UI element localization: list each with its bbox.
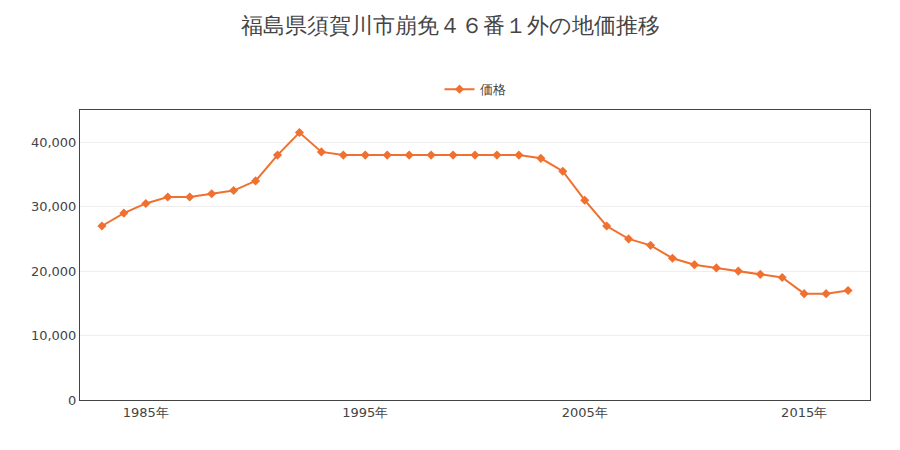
svg-text:2015年: 2015年 xyxy=(781,405,827,420)
svg-text:40,000: 40,000 xyxy=(31,135,77,150)
svg-text:福島県須賀川市崩免４６番１外の地価推移: 福島県須賀川市崩免４６番１外の地価推移 xyxy=(241,13,660,38)
svg-text:価格: 価格 xyxy=(480,82,506,97)
svg-text:0: 0 xyxy=(68,393,76,408)
svg-text:1995年: 1995年 xyxy=(342,405,388,420)
svg-text:1985年: 1985年 xyxy=(123,405,169,420)
svg-text:20,000: 20,000 xyxy=(31,264,77,279)
svg-text:2005年: 2005年 xyxy=(562,405,608,420)
svg-text:30,000: 30,000 xyxy=(31,199,77,214)
svg-text:10,000: 10,000 xyxy=(31,328,77,343)
